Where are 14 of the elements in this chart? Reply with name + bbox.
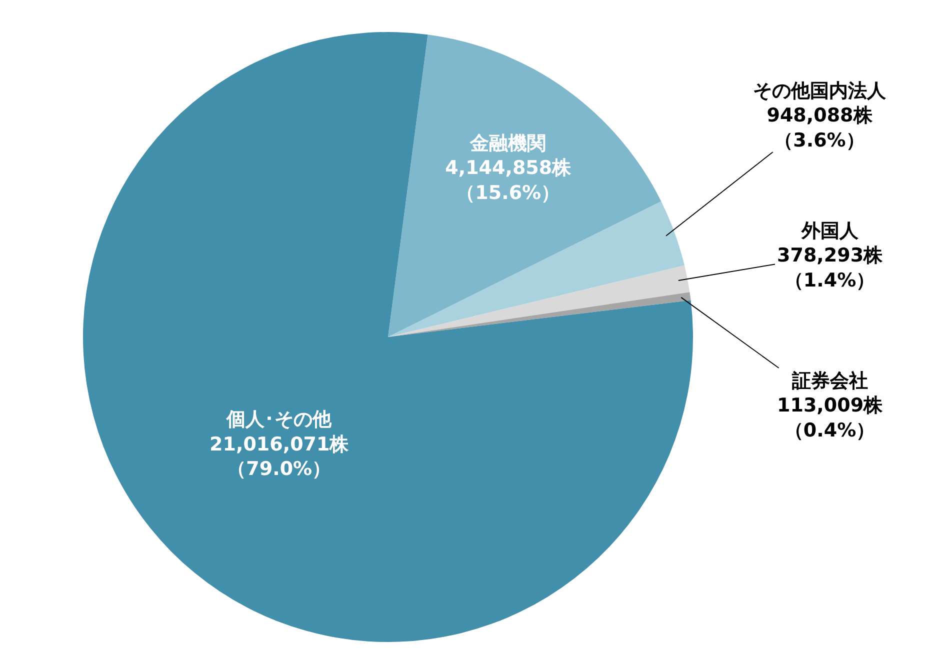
data-label: 4,144,858株（15.6%）: [445, 157, 572, 204]
data-label: 113,009株（0.4%）: [777, 394, 884, 442]
slice-label: 証券会社: [790, 370, 868, 392]
slice-label: その他国内法人: [753, 80, 887, 102]
pie-slice: [388, 201, 684, 337]
slice-label: 個人･その他: [226, 408, 333, 431]
data-label: 378,293株（1.4%）: [777, 244, 884, 292]
pie-slice: [388, 34, 662, 337]
slice-label: 外国人: [800, 220, 860, 242]
pie-slice: [83, 32, 693, 642]
data-label: 948,088株（3.6%）: [766, 104, 874, 152]
pie-slice: [388, 265, 690, 337]
slice-label: 金融機関: [469, 132, 546, 155]
data-label: 21,016,071株（79.0%）: [210, 433, 350, 480]
